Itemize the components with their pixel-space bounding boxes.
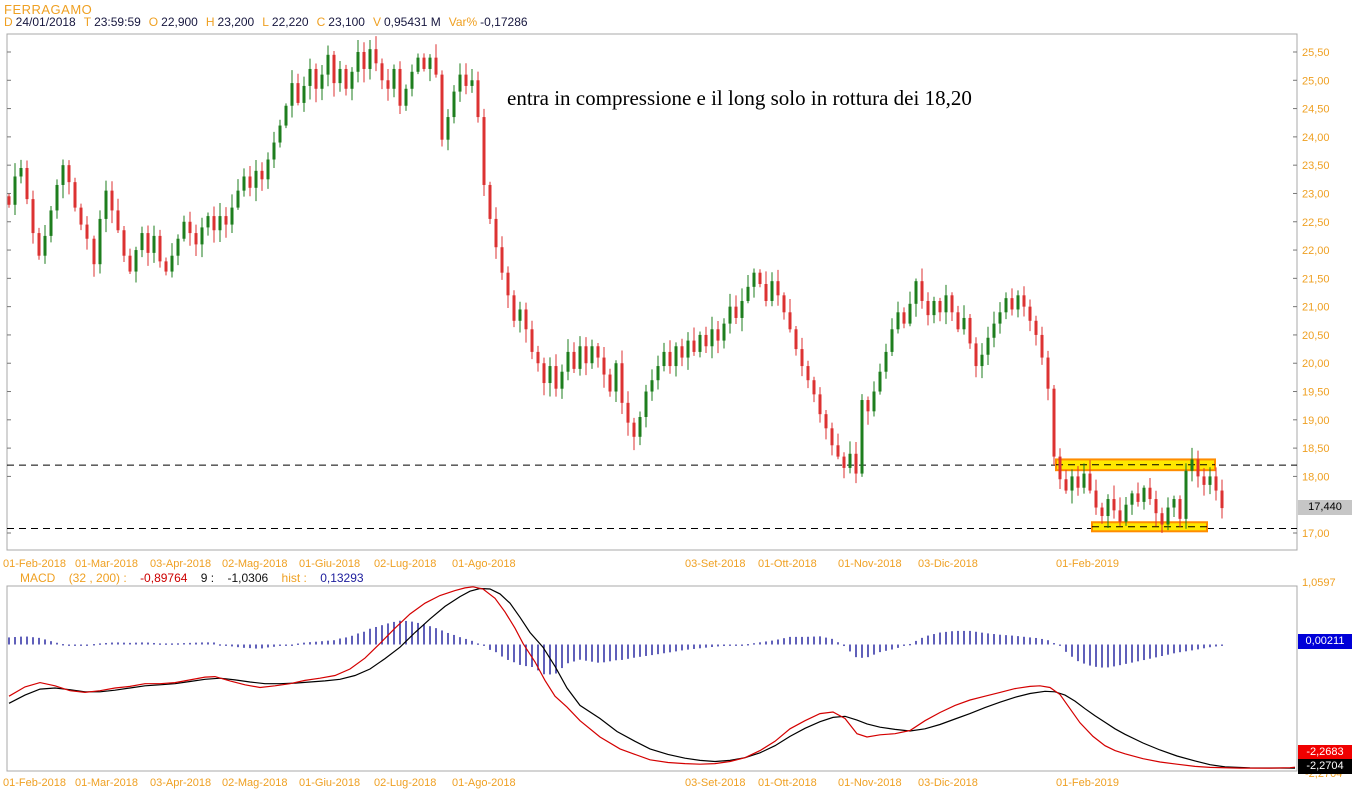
svg-text:21,00: 21,00 xyxy=(1302,302,1330,314)
svg-text:25,00: 25,00 xyxy=(1302,75,1330,87)
ohlc-field-value: 23:59:59 xyxy=(94,15,141,29)
ohlc-field-label: H xyxy=(205,15,215,29)
ohlc-field-value: 22,900 xyxy=(161,15,198,29)
svg-text:01-Nov-2018: 01-Nov-2018 xyxy=(838,558,902,570)
svg-text:23,00: 23,00 xyxy=(1302,188,1330,200)
svg-text:01-Feb-2018: 01-Feb-2018 xyxy=(3,777,66,789)
svg-text:01-Giu-2018: 01-Giu-2018 xyxy=(299,558,360,570)
ohlc-field-label: D xyxy=(4,15,13,29)
macd-histogram xyxy=(8,620,1223,675)
svg-text:17,00: 17,00 xyxy=(1302,528,1330,540)
ohlc-field-label: L xyxy=(262,15,269,29)
svg-text:01-Ott-2018: 01-Ott-2018 xyxy=(758,558,817,570)
macd-signal-label: 9 : xyxy=(200,571,215,585)
svg-text:01-Nov-2018: 01-Nov-2018 xyxy=(838,777,902,789)
last-price-badge: 17,440 xyxy=(1298,500,1352,515)
ohlc-header: D 24/01/2018 T 23:59:59 O 22,900 H 23,200 L 22,22… xyxy=(4,15,528,29)
macd-hist-label: hist : xyxy=(281,571,307,585)
svg-text:02-Mag-2018: 02-Mag-2018 xyxy=(222,777,287,789)
svg-text:03-Apr-2018: 03-Apr-2018 xyxy=(150,777,211,789)
signal-line xyxy=(8,587,1296,769)
svg-text:19,50: 19,50 xyxy=(1302,387,1330,399)
svg-text:01-Ott-2018: 01-Ott-2018 xyxy=(758,777,817,789)
ohlc-field-value: 22,220 xyxy=(271,15,309,29)
svg-text:20,00: 20,00 xyxy=(1302,358,1330,370)
macd-value: -0,89764 xyxy=(140,571,188,585)
ohlc-field-label: O xyxy=(148,15,159,29)
ohlc-field-value: 0,95431 M xyxy=(384,15,441,29)
symbol-title: FERRAGAMO xyxy=(4,2,93,17)
time-axis: 01-Feb-2018 01-Mar-2018 03-Apr-2018 02-Mag-… xyxy=(3,558,1119,570)
macd-value-badge: -2,2683 xyxy=(1298,745,1352,760)
ohlc-field-value: 23,100 xyxy=(328,15,365,29)
svg-text:22,00: 22,00 xyxy=(1302,245,1330,257)
macd-params: (32 , 200) : xyxy=(68,571,127,585)
hist-value-badge: 0,00211 xyxy=(1298,634,1352,649)
svg-text:18,00: 18,00 xyxy=(1302,471,1330,483)
ohlc-field-value: 24/01/2018 xyxy=(15,15,76,29)
svg-text:21,50: 21,50 xyxy=(1302,273,1330,285)
chart-annotation-text[interactable]: entra in compressione e il long solo in … xyxy=(507,86,972,110)
svg-text:03-Dic-2018: 03-Dic-2018 xyxy=(918,777,978,789)
macd-label: MACD xyxy=(20,571,56,585)
svg-text:23,50: 23,50 xyxy=(1302,160,1330,172)
macd-signal-value: -1,0306 xyxy=(227,571,269,585)
svg-text:01-Feb-2018: 01-Feb-2018 xyxy=(3,558,66,570)
ohlc-field-value: -0,17286 xyxy=(480,15,528,29)
ohlc-field-value: 23,200 xyxy=(217,15,255,29)
svg-text:01-Feb-2019: 01-Feb-2019 xyxy=(1056,558,1119,570)
svg-text:01-Giu-2018: 01-Giu-2018 xyxy=(299,777,360,789)
svg-text:24,50: 24,50 xyxy=(1302,104,1330,116)
ohlc-field-label: C xyxy=(316,15,326,29)
macd-axis-top-label: 1,0597 xyxy=(1302,577,1336,589)
svg-text:01-Feb-2019: 01-Feb-2019 xyxy=(1056,777,1119,789)
svg-text:18,50: 18,50 xyxy=(1302,443,1330,455)
ohlc-field-label: Var% xyxy=(448,15,478,29)
ohlc-field-label: V xyxy=(372,15,381,29)
svg-text:22,50: 22,50 xyxy=(1302,217,1330,229)
price-axis: 25,50 25,00 24,50 24,00 23,50 23,00 22,50 22,00… xyxy=(7,47,1330,540)
svg-text:19,00: 19,00 xyxy=(1302,415,1330,427)
time-axis: 01-Feb-2018 01-Mar-2018 03-Apr-2018 02-Mag-… xyxy=(3,777,1119,789)
macd-hist-value: 0,13293 xyxy=(320,571,364,585)
macd-line xyxy=(8,586,1296,769)
svg-text:03-Set-2018: 03-Set-2018 xyxy=(685,777,746,789)
svg-text:02-Lug-2018: 02-Lug-2018 xyxy=(374,558,436,570)
macd-indicator-header: MACD (32 , 200) : -0,89764 9 : -1,0306 h… xyxy=(20,571,374,585)
svg-text:01-Ago-2018: 01-Ago-2018 xyxy=(452,558,516,570)
candlestick-series xyxy=(7,36,1224,534)
macd-panel-frame xyxy=(6,585,1298,772)
svg-text:02-Lug-2018: 02-Lug-2018 xyxy=(374,777,436,789)
main-chart-frame xyxy=(6,33,1298,551)
svg-text:02-Mag-2018: 02-Mag-2018 xyxy=(222,558,287,570)
svg-text:01-Mar-2018: 01-Mar-2018 xyxy=(75,558,138,570)
svg-text:03-Dic-2018: 03-Dic-2018 xyxy=(918,558,978,570)
svg-text:01-Ago-2018: 01-Ago-2018 xyxy=(452,777,516,789)
ohlc-field-label: T xyxy=(83,15,92,29)
signal-value-badge: -2,2704 xyxy=(1298,759,1352,774)
svg-text:03-Apr-2018: 03-Apr-2018 xyxy=(150,558,211,570)
svg-text:20,50: 20,50 xyxy=(1302,330,1330,342)
svg-text:03-Set-2018: 03-Set-2018 xyxy=(685,558,746,570)
svg-text:24,00: 24,00 xyxy=(1302,132,1330,144)
svg-text:25,50: 25,50 xyxy=(1302,47,1330,59)
svg-text:01-Mar-2018: 01-Mar-2018 xyxy=(75,777,138,789)
